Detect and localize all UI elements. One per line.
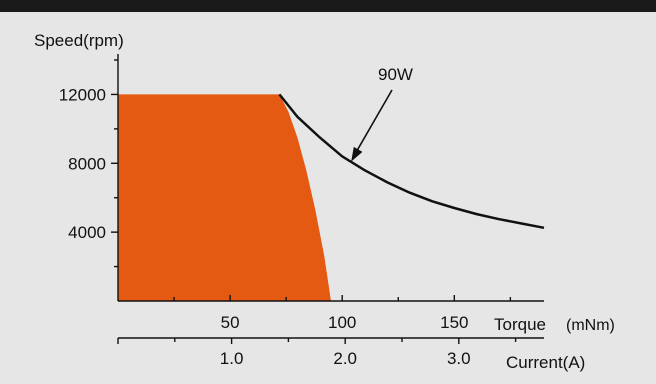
y-tick-label: 4000 — [68, 223, 106, 242]
current-axis-label: Current(A) — [506, 353, 585, 372]
torque-tick-label: 100 — [328, 313, 356, 332]
current-tick-label: 1.0 — [220, 349, 244, 368]
y-tick-label: 12000 — [59, 85, 106, 104]
current-tick-label: 2.0 — [333, 349, 357, 368]
torque-axis-unit: (mNm) — [566, 317, 615, 334]
series-90w-label: 90W — [378, 65, 413, 84]
annotation-arrow-line — [353, 89, 393, 156]
top-bar — [0, 0, 656, 12]
y-axis-label: Speed(rpm) — [34, 31, 124, 50]
torque-axis-label: Torque — [494, 315, 546, 334]
torque-tick-label: 150 — [440, 313, 468, 332]
current-tick-label: 3.0 — [447, 349, 471, 368]
series-90w-line — [278, 93, 545, 230]
torque-tick-label: 50 — [221, 313, 240, 332]
annotation-arrow-head — [351, 146, 363, 162]
operating-area — [118, 94, 331, 302]
y-tick-label: 8000 — [68, 154, 106, 173]
